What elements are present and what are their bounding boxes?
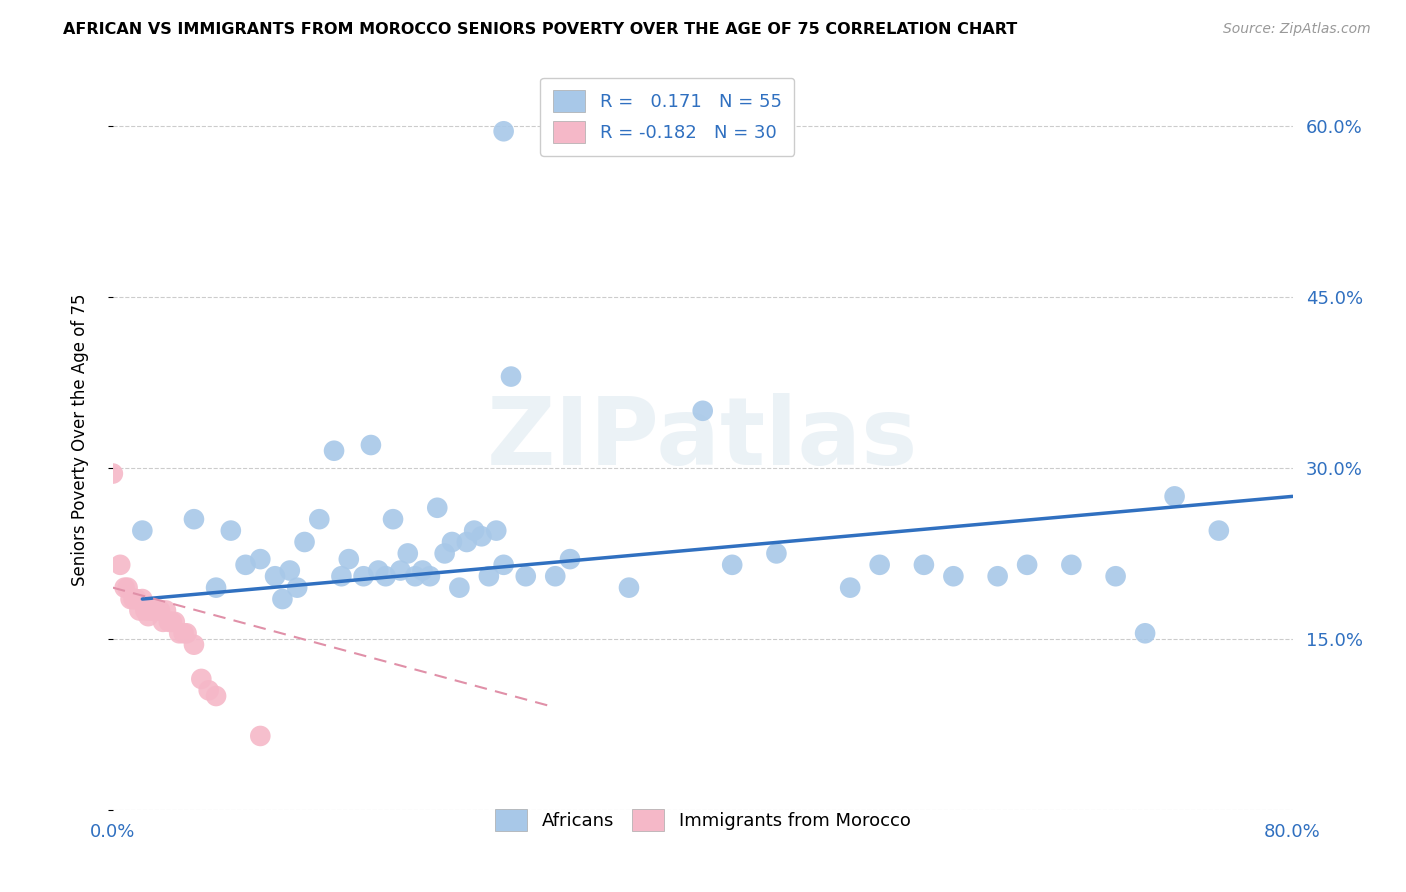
Point	[440, 535, 463, 549]
Point	[396, 546, 419, 560]
Point	[1133, 626, 1156, 640]
Point	[765, 546, 787, 560]
Text: AFRICAN VS IMMIGRANTS FROM MOROCCO SENIORS POVERTY OVER THE AGE OF 75 CORRELATIO: AFRICAN VS IMMIGRANTS FROM MOROCCO SENIO…	[63, 22, 1018, 37]
Point	[987, 569, 1010, 583]
Point	[1104, 569, 1126, 583]
Point	[492, 558, 515, 572]
Point	[131, 592, 153, 607]
Point	[149, 603, 172, 617]
Point	[485, 524, 508, 538]
Point	[219, 524, 242, 538]
Point	[449, 581, 471, 595]
Point	[146, 603, 169, 617]
Point	[374, 569, 396, 583]
Point	[122, 592, 145, 607]
Point	[124, 592, 146, 607]
Point	[869, 558, 891, 572]
Point	[114, 581, 136, 595]
Point	[235, 558, 257, 572]
Point	[558, 552, 581, 566]
Point	[426, 500, 449, 515]
Point	[323, 443, 346, 458]
Point	[264, 569, 287, 583]
Point	[942, 569, 965, 583]
Point	[404, 569, 426, 583]
Point	[499, 369, 522, 384]
Point	[190, 672, 212, 686]
Point	[337, 552, 360, 566]
Point	[131, 524, 153, 538]
Point	[110, 558, 132, 572]
Point	[412, 564, 434, 578]
Point	[912, 558, 935, 572]
Point	[138, 603, 160, 617]
Point	[492, 124, 515, 138]
Point	[544, 569, 567, 583]
Point	[249, 552, 271, 566]
Point	[176, 626, 198, 640]
Point	[721, 558, 744, 572]
Point	[278, 564, 301, 578]
Point	[136, 609, 159, 624]
Point	[456, 535, 478, 549]
Point	[1060, 558, 1083, 572]
Point	[1163, 489, 1185, 503]
Point	[205, 581, 228, 595]
Point	[617, 581, 640, 595]
Point	[101, 467, 124, 481]
Point	[271, 592, 294, 607]
Point	[117, 581, 139, 595]
Point	[419, 569, 441, 583]
Point	[463, 524, 485, 538]
Point	[157, 615, 180, 629]
Point	[389, 564, 412, 578]
Point	[360, 438, 382, 452]
Point	[128, 603, 150, 617]
Point	[285, 581, 308, 595]
Point	[142, 603, 165, 617]
Point	[160, 615, 183, 629]
Point	[173, 626, 195, 640]
Point	[478, 569, 501, 583]
Point	[470, 529, 492, 543]
Point	[1208, 524, 1230, 538]
Y-axis label: Seniors Poverty Over the Age of 75: Seniors Poverty Over the Age of 75	[72, 293, 89, 585]
Point	[692, 404, 714, 418]
Point	[163, 615, 186, 629]
Point	[294, 535, 316, 549]
Point	[433, 546, 456, 560]
Text: Source: ZipAtlas.com: Source: ZipAtlas.com	[1223, 22, 1371, 37]
Point	[249, 729, 271, 743]
Point	[197, 683, 219, 698]
Point	[839, 581, 862, 595]
Point	[367, 564, 389, 578]
Point	[120, 592, 142, 607]
Point	[353, 569, 375, 583]
Point	[167, 626, 190, 640]
Point	[205, 689, 228, 703]
Point	[183, 512, 205, 526]
Point	[515, 569, 537, 583]
Point	[1017, 558, 1039, 572]
Point	[308, 512, 330, 526]
Point	[382, 512, 405, 526]
Point	[155, 603, 177, 617]
Point	[143, 603, 166, 617]
Point	[152, 615, 174, 629]
Point	[183, 638, 205, 652]
Point	[134, 603, 156, 617]
Point	[330, 569, 353, 583]
Point	[125, 592, 148, 607]
Legend: Africans, Immigrants from Morocco: Africans, Immigrants from Morocco	[488, 802, 918, 838]
Text: ZIPatlas: ZIPatlas	[486, 393, 918, 485]
